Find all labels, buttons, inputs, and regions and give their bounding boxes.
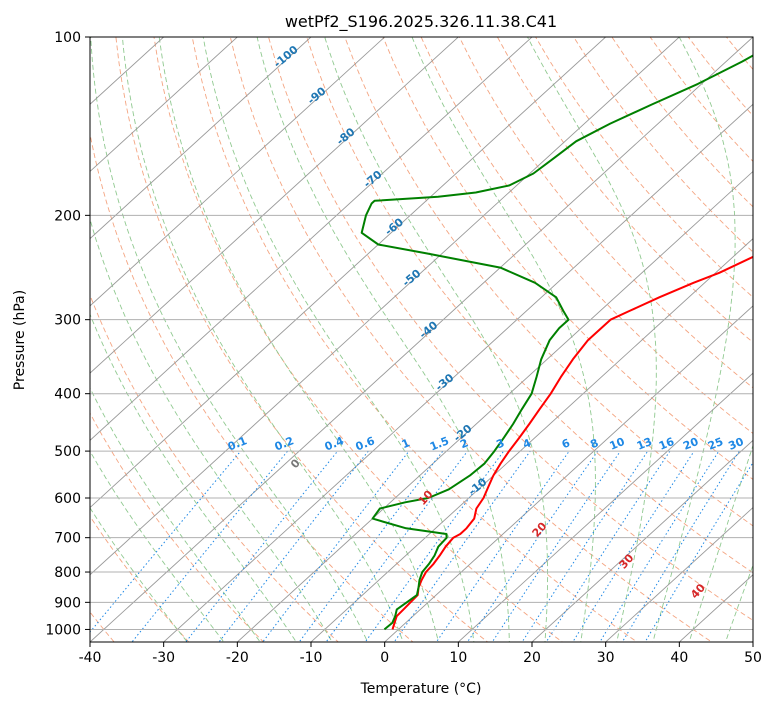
- y-tick-label: 200: [54, 208, 81, 224]
- isotherm-line: [90, 37, 607, 509]
- dewpoint-series-line: [360, 54, 753, 631]
- y-tick-label: 600: [54, 491, 81, 507]
- moist-adiabat-line: [324, 37, 549, 642]
- x-axis-ticks: -40 -30 -20 -10 0 10 20 30 40 50: [79, 642, 762, 666]
- y-tick-label: 100: [54, 30, 81, 46]
- isotherm-line: [162, 103, 753, 642]
- chart-title: wetPf2_S196.2025.326.11.38.C41: [285, 12, 557, 32]
- dry-adiabat-line: [496, 37, 753, 344]
- mixing-ratio-label: 3: [494, 436, 506, 451]
- x-tick-label: 50: [744, 650, 762, 666]
- isotherm-line: [90, 37, 460, 374]
- dry-adiabat-line: [382, 37, 753, 481]
- dry-adiabat-line: [420, 37, 753, 435]
- y-axis-ticks: 100 200 300 400 500 600 700 800 900 1000: [45, 30, 90, 638]
- isotherm-line: [90, 37, 681, 576]
- mixing-ratio-label: 30: [726, 435, 745, 453]
- mixing-ratio-label: 16: [657, 435, 676, 453]
- moist-adiabat-line: [158, 37, 439, 642]
- y-tick-label: 300: [54, 313, 81, 329]
- moist-adiabat-line: [90, 217, 333, 642]
- y-tick-label: 700: [54, 531, 81, 547]
- x-tick-label: -10: [300, 650, 323, 666]
- moist-adiabat-line: [688, 444, 753, 642]
- moist-adiabat-line: [526, 37, 657, 642]
- moist-adiabats: [90, 37, 753, 642]
- dry-adiabat-line: [90, 293, 339, 642]
- moist-adiabat-line: [652, 37, 736, 642]
- pressure-gridlines: [90, 37, 753, 630]
- y-tick-label: 1000: [45, 622, 81, 638]
- x-axis-label: Temperature (°C): [360, 681, 482, 697]
- dry-adiabat-line: [115, 37, 489, 642]
- dry-adiabat-line: [153, 37, 564, 642]
- x-tick-label: 10: [449, 650, 467, 666]
- isotherm-line: [531, 439, 753, 642]
- x-tick-label: 40: [670, 650, 688, 666]
- mixing-ratio-label: 1: [400, 436, 412, 451]
- y-tick-label: 800: [54, 565, 81, 581]
- isotherm-line: [604, 506, 753, 642]
- x-tick-label: 0: [380, 650, 389, 666]
- isotherms: [90, 37, 753, 642]
- dry-adiabats: [90, 37, 753, 642]
- isotherm-line: [90, 37, 533, 441]
- sounding-series: [360, 54, 753, 631]
- x-tick-label: -20: [226, 650, 249, 666]
- dry-adiabat-line: [229, 37, 713, 642]
- mixing-ratio-label: 13: [635, 435, 654, 453]
- dry-adiabat-line: [90, 515, 190, 642]
- isotherm-line: [457, 372, 753, 642]
- isotherm-line: [90, 37, 753, 642]
- isotherm-line: [90, 37, 239, 173]
- moist-adiabat-line: [90, 313, 297, 642]
- dry-adiabat-line: [90, 412, 265, 642]
- y-tick-label: 400: [54, 387, 81, 403]
- x-tick-label: -40: [79, 650, 102, 666]
- isotherm-line: [90, 37, 312, 240]
- y-tick-label: 500: [54, 444, 81, 460]
- mixing-ratio-label: 2: [458, 436, 470, 451]
- mixing-ratio-label: 25: [706, 435, 725, 453]
- y-axis-label: Pressure (hPa): [12, 290, 28, 390]
- background-lines: [90, 37, 753, 642]
- dry-adiabat-line: [191, 37, 638, 642]
- plot-frame: [89, 36, 754, 643]
- moist-adiabat-line: [202, 37, 475, 642]
- moist-adiabat-line: [90, 37, 369, 642]
- moist-adiabat-line: [411, 37, 596, 642]
- isotherm-line: [310, 238, 753, 642]
- mixing-ratio-label: 20: [681, 435, 700, 453]
- mixing-ratio-label: 10: [608, 435, 627, 453]
- isotherm-line: [383, 305, 753, 642]
- x-tick-label: -30: [152, 650, 175, 666]
- x-tick-label: 20: [523, 650, 541, 666]
- y-tick-label: 900: [54, 595, 81, 611]
- isotherm-line: [90, 37, 386, 307]
- dry-adiabat-line: [268, 37, 753, 621]
- dry-adiabat-line: [90, 131, 414, 642]
- temperature-series-line: [391, 255, 753, 630]
- dry-adiabat-line: [306, 37, 753, 574]
- isotherm-line: [90, 37, 165, 105]
- moist-adiabat-line: [121, 37, 404, 642]
- dry-adiabat-line: [535, 37, 753, 298]
- x-tick-label: 30: [597, 650, 615, 666]
- isotherm-line: [236, 170, 753, 642]
- mixing-ratio-label: 8: [588, 436, 600, 451]
